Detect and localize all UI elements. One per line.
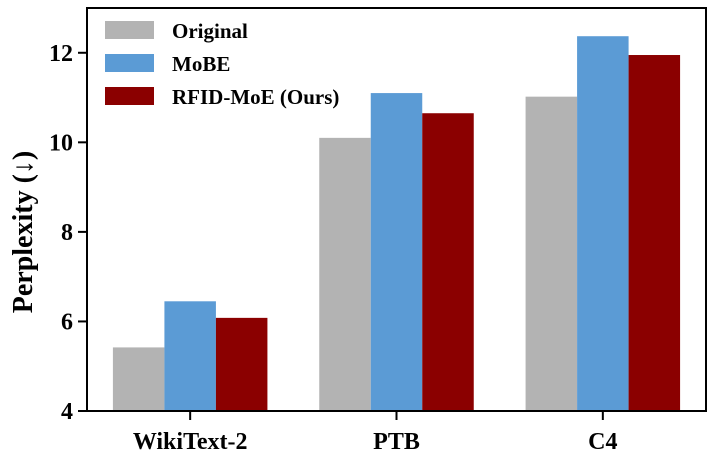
- x-tick-label: WikiText-2: [133, 429, 248, 455]
- bar-mobe-wikitext-2: [164, 301, 216, 411]
- y-axis: 4 6 8 10 12: [49, 41, 87, 425]
- x-axis: WikiText-2 PTB C4: [133, 411, 618, 455]
- legend-swatch: [105, 54, 154, 72]
- legend-swatch: [105, 21, 154, 39]
- bar-rfid-moe-ours-ptb: [422, 113, 474, 411]
- x-tick-label: PTB: [373, 429, 420, 455]
- bar-mobe-c4: [577, 36, 629, 412]
- y-tick-label: 6: [61, 309, 73, 335]
- legend-swatch: [105, 87, 154, 105]
- y-tick-label: 4: [61, 399, 73, 425]
- bar-original-ptb: [319, 137, 371, 411]
- bar-rfid-moe-ours-wikitext-2: [215, 317, 268, 411]
- bars-layer: [112, 36, 681, 412]
- legend: Original MoBE RFID-MoE (Ours): [105, 19, 339, 109]
- bar-original-c4: [525, 96, 578, 411]
- bar-mobe-ptb: [370, 93, 423, 412]
- y-tick-label: 8: [61, 220, 73, 246]
- y-axis-label: Perplexity (↓): [8, 151, 39, 314]
- y-tick-label: 12: [49, 41, 73, 67]
- legend-entry-label: Original: [172, 19, 248, 43]
- bar-rfid-moe-ours-c4: [628, 55, 681, 412]
- legend-entry-label: MoBE: [172, 52, 230, 76]
- legend-entry-label: RFID-MoE (Ours): [172, 85, 339, 109]
- bar-original-wikitext-2: [112, 347, 165, 411]
- x-tick-label: C4: [588, 429, 617, 455]
- y-tick-label: 10: [49, 130, 73, 156]
